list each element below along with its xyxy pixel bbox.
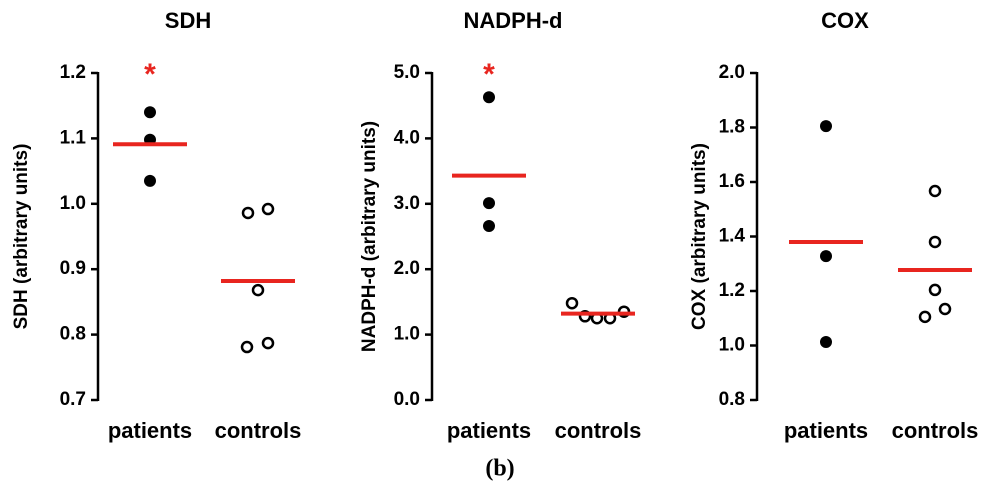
x-tick-label: patients: [447, 418, 531, 443]
y-tick-label: 1.0: [60, 193, 86, 214]
y-tick-label: 1.1: [60, 127, 87, 148]
y-axis-label: COX (arbitrary units): [689, 143, 710, 330]
data-point: [918, 310, 932, 324]
data-point: [261, 336, 275, 350]
data-point: [144, 106, 156, 119]
significance-marker: *: [483, 58, 495, 91]
y-tick-label: 1.2: [60, 62, 86, 83]
data-point: [928, 235, 942, 249]
data-point: [261, 202, 275, 216]
data-point: [820, 120, 832, 133]
y-tick-label: 0.0: [394, 389, 420, 410]
x-tick-label: patients: [784, 418, 868, 443]
significance-marker: *: [144, 58, 156, 91]
data-point: [144, 174, 156, 187]
y-axis-label: SDH (arbitrary units): [11, 144, 32, 330]
x-tick-label: controls: [215, 418, 302, 443]
data-point: [241, 206, 255, 220]
y-tick-label: 1.2: [719, 280, 745, 301]
chart-title: NADPH-d: [464, 8, 563, 33]
data-point: [938, 302, 952, 316]
data-point: [565, 296, 579, 310]
y-tick-label: 0.7: [60, 389, 86, 410]
data-point: [483, 91, 495, 104]
data-point: [928, 184, 942, 198]
data-point: [483, 197, 495, 210]
chart-title: SDH: [165, 8, 211, 33]
y-tick-label: 0.8: [719, 389, 745, 410]
y-tick-label: 5.0: [394, 62, 420, 83]
y-tick-label: 2.0: [719, 62, 745, 83]
y-tick-label: 4.0: [394, 127, 420, 148]
data-point: [928, 283, 942, 297]
chart-title: COX: [821, 8, 869, 33]
data-point: [820, 250, 832, 263]
data-point: [483, 220, 495, 233]
y-tick-label: 1.8: [719, 117, 745, 138]
y-tick-label: 0.9: [60, 258, 86, 279]
data-point: [240, 340, 254, 354]
y-tick-label: 1.0: [719, 335, 745, 356]
data-point: [251, 283, 265, 297]
y-tick-label: 1.6: [719, 171, 745, 192]
x-tick-label: patients: [108, 418, 192, 443]
y-tick-label: 0.8: [60, 324, 86, 345]
caption: (b): [485, 456, 514, 482]
y-tick-label: 3.0: [394, 193, 420, 214]
y-tick-label: 1.0: [394, 324, 420, 345]
y-tick-label: 1.4: [719, 226, 746, 247]
x-tick-label: controls: [555, 418, 642, 443]
y-tick-label: 2.0: [394, 258, 420, 279]
x-tick-label: controls: [892, 418, 979, 443]
y-axis-label: NADPH-d (arbitrary units): [359, 121, 380, 352]
data-point: [820, 335, 832, 348]
